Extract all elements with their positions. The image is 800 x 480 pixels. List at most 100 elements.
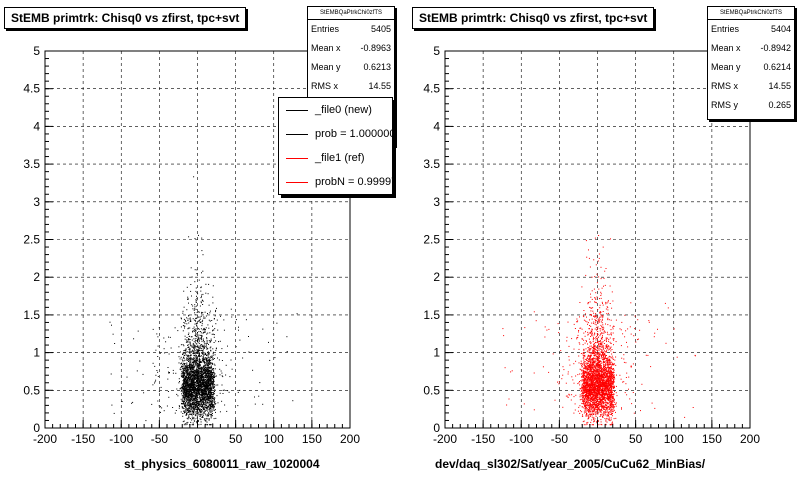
scatter-point xyxy=(199,319,200,321)
scatter-point xyxy=(201,385,203,387)
scatter-point xyxy=(213,409,215,411)
scatter-point xyxy=(182,400,184,402)
scatter-point xyxy=(211,320,213,321)
scatter-point xyxy=(160,411,161,413)
scatter-point xyxy=(210,412,212,414)
scatter-point xyxy=(188,411,190,413)
scatter-point xyxy=(215,403,217,404)
scatter-point xyxy=(202,368,204,370)
scatter-point xyxy=(191,392,193,394)
scatter-point xyxy=(133,338,135,340)
scatter-point xyxy=(183,387,185,389)
scatter-point xyxy=(196,385,198,387)
scatter-point xyxy=(608,416,610,418)
scatter-point xyxy=(605,379,607,381)
scatter-point xyxy=(184,374,186,376)
scatter-point xyxy=(210,375,212,377)
scatter-point xyxy=(596,383,598,385)
scatter-point xyxy=(211,404,213,406)
scatter-point xyxy=(188,346,190,348)
scatter-point xyxy=(190,336,192,338)
scatter-point xyxy=(193,361,195,363)
scatter-point xyxy=(188,377,190,379)
scatter-point xyxy=(202,405,203,407)
scatter-point xyxy=(209,385,211,387)
scatter-point xyxy=(608,411,610,413)
scatter-point xyxy=(583,391,585,393)
scatter-point xyxy=(187,379,188,381)
scatter-point xyxy=(186,358,188,359)
scatter-point xyxy=(189,393,191,395)
scatter-point xyxy=(227,390,229,392)
scatter-point xyxy=(587,383,588,385)
scatter-point xyxy=(189,387,191,389)
scatter-point xyxy=(585,407,587,409)
scatter-point xyxy=(583,370,585,372)
scatter-point xyxy=(189,376,191,378)
scatter-point xyxy=(199,405,201,407)
scatter-point xyxy=(262,328,264,330)
scatter-point xyxy=(188,302,189,304)
scatter-point xyxy=(203,381,205,383)
scatter-point xyxy=(184,376,186,378)
scatter-point xyxy=(189,365,191,367)
scatter-point xyxy=(181,366,183,367)
scatter-point xyxy=(589,400,591,401)
scatter-point xyxy=(199,373,201,375)
scatter-point xyxy=(190,404,192,406)
scatter-point xyxy=(186,381,188,383)
scatter-point xyxy=(209,410,211,412)
scatter-point xyxy=(199,377,201,379)
scatter-point xyxy=(600,374,602,375)
scatter-point xyxy=(205,405,207,407)
scatter-point xyxy=(221,375,223,377)
scatter-point xyxy=(594,377,596,379)
scatter-point xyxy=(597,363,599,365)
scatter-point xyxy=(184,382,186,384)
scatter-point xyxy=(208,343,209,345)
scatter-point xyxy=(195,406,197,408)
scatter-point xyxy=(203,344,205,346)
scatter-point xyxy=(192,331,194,333)
scatter-point xyxy=(200,411,202,413)
scatter-point xyxy=(200,396,202,398)
scatter-point xyxy=(602,358,604,360)
scatter-point xyxy=(206,390,208,392)
scatter-point xyxy=(593,367,595,368)
scatter-point xyxy=(180,388,182,390)
scatter-point xyxy=(613,368,615,370)
scatter-point xyxy=(592,395,594,397)
scatter-point xyxy=(193,368,195,370)
scatter-point xyxy=(158,390,160,392)
scatter-point xyxy=(196,349,197,351)
scatter-point xyxy=(213,380,215,382)
scatter-point xyxy=(167,367,169,368)
scatter-point xyxy=(245,319,247,321)
scatter-point xyxy=(193,416,195,418)
scatter-point xyxy=(214,406,215,408)
scatter-point xyxy=(193,394,195,396)
scatter-point xyxy=(208,385,210,387)
scatter-point xyxy=(198,390,200,392)
scatter-point xyxy=(582,380,584,382)
scatter-point xyxy=(184,368,186,370)
scatter-point xyxy=(193,341,195,343)
scatter-point xyxy=(202,329,204,331)
scatter-point xyxy=(185,320,187,322)
scatter-point xyxy=(196,383,198,385)
scatter-point xyxy=(199,383,200,385)
scatter-point xyxy=(203,385,205,387)
scatter-point xyxy=(206,375,208,377)
scatter-point xyxy=(204,328,206,330)
scatter-point xyxy=(597,400,599,402)
scatter-point xyxy=(206,408,208,410)
scatter-point xyxy=(192,383,194,385)
scatter-point xyxy=(185,396,187,398)
scatter-point xyxy=(592,410,594,412)
scatter-point xyxy=(198,376,200,377)
scatter-point xyxy=(186,393,188,395)
scatter-point xyxy=(212,409,214,411)
scatter-point xyxy=(191,295,192,297)
scatter-point xyxy=(193,409,195,411)
scatter-point xyxy=(191,388,193,390)
